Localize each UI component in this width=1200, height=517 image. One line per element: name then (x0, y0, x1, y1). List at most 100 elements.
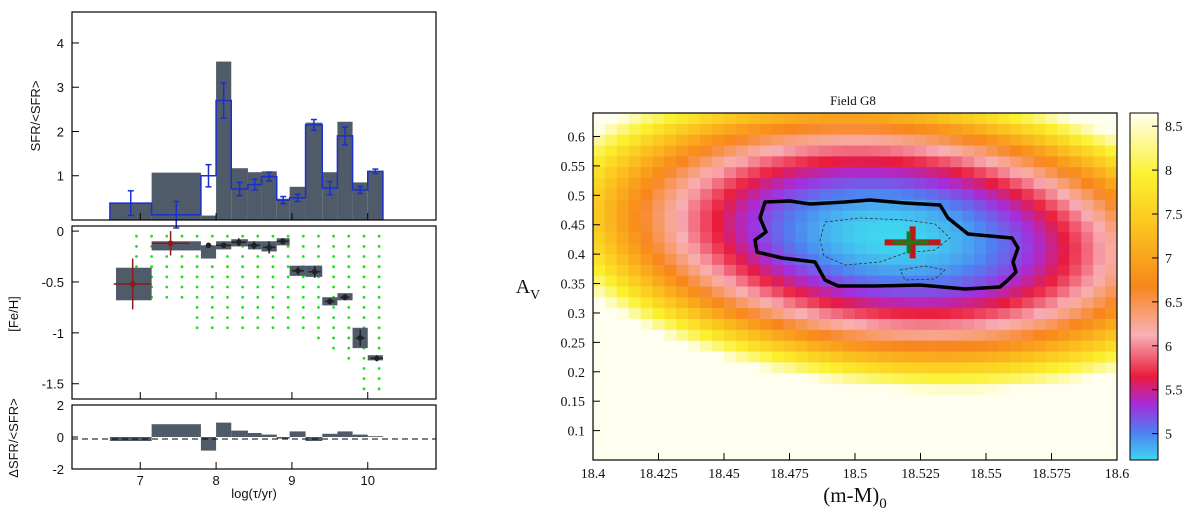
metallicity-grid-dot (286, 255, 290, 258)
metallicity-grid-dot (226, 275, 229, 279)
heatmap-cell (1009, 156, 1023, 168)
heatmap-cell (1105, 232, 1117, 244)
heatmap-cell (1057, 373, 1070, 385)
heatmap-cell (735, 253, 749, 266)
heatmap-cell (890, 113, 904, 125)
heatmap-cell (700, 449, 713, 460)
heatmap-cell (950, 167, 963, 179)
heatmap-cell (807, 308, 820, 320)
heatmap-cell (628, 308, 642, 320)
heatmap-cell (843, 373, 856, 385)
heatmap-cell (974, 275, 987, 288)
heatmap-cell (664, 167, 677, 179)
heatmap-cell (593, 275, 606, 288)
heatmap-cell (926, 188, 939, 201)
heatmap-cell (1093, 297, 1106, 309)
heatmap-cell (735, 286, 749, 298)
metallicity-grid-dot (362, 275, 366, 279)
heatmap-cell (771, 123, 785, 136)
heatmap-cell (747, 394, 761, 407)
heatmap-cell (783, 232, 797, 244)
metallicity-grid-dot (286, 316, 290, 319)
metallicity-grid-dot (271, 295, 275, 299)
heatmap-cell (759, 167, 773, 179)
metallicity-grid-dot (332, 255, 336, 258)
heatmap-cell (1045, 178, 1059, 190)
heatmap-cell (926, 210, 939, 223)
heatmap-cell (974, 145, 987, 157)
heatmap-cell (1045, 297, 1059, 309)
heatmap-cell (1081, 167, 1094, 179)
heatmap-cell (652, 351, 666, 364)
metallicity-grid-dot (226, 255, 229, 258)
heatmap-cell (997, 394, 1011, 407)
heatmap-cell (747, 167, 761, 179)
heatmap-cell (712, 416, 725, 429)
heatmap-cell (1045, 156, 1059, 168)
heatmap-cell (628, 416, 642, 429)
heatmap-cell (664, 123, 677, 136)
heatmap-cell (735, 340, 749, 353)
heatmap-cell (1009, 188, 1023, 201)
heatmap-cell (759, 156, 773, 168)
heatmap-cell (676, 232, 689, 244)
heatmap-cell (735, 145, 749, 157)
heatmap-cell (962, 275, 975, 288)
heatmap-cell (676, 351, 689, 364)
heatmap-cell (700, 297, 713, 309)
heatmap-cell (712, 264, 725, 277)
heatmap-cell (640, 394, 654, 407)
heatmap-cell (843, 210, 856, 223)
heatmap-cell (866, 145, 880, 157)
heatmap-cell (604, 308, 618, 320)
heatmap-cell (1045, 438, 1059, 450)
heatmap-cell (890, 167, 904, 179)
heatmap-cell (1069, 297, 1082, 309)
heatmap-cell (1009, 221, 1023, 233)
heatmap-cell (747, 438, 761, 450)
heatmap-cell (688, 297, 701, 309)
heatmap-cell (759, 416, 773, 429)
heatmap-cell (926, 156, 939, 168)
heatmap-cell (843, 427, 856, 439)
metallicity-grid-dot (377, 377, 381, 381)
heatmap-cell (688, 253, 701, 266)
heatmap-cell (640, 438, 654, 450)
heatmap-cell (1057, 351, 1070, 364)
heatmap-cell (855, 134, 868, 147)
heatmap-cell (593, 416, 606, 429)
heatmap-cell (890, 362, 904, 374)
heatmap-xtick-label: 18.475 (770, 467, 809, 482)
heatmap-cell (926, 427, 939, 439)
heatmap-cell (771, 449, 785, 460)
heatmap-cell (926, 253, 939, 266)
heatmap-cell (890, 188, 904, 201)
heatmap-cell (616, 319, 630, 331)
heatmap-title: Field G8 (830, 93, 876, 108)
heatmap-cell (855, 340, 868, 353)
heatmap-cell (700, 264, 713, 277)
heatmap-cell (652, 340, 666, 353)
metallicity-point (327, 298, 333, 305)
heatmap-cell (1105, 384, 1117, 396)
heatmap-cell (1009, 329, 1023, 342)
metallicity-grid-dot (317, 234, 320, 238)
heatmap-cell (1045, 210, 1059, 223)
heatmap-cell (866, 384, 880, 396)
heatmap-cell (688, 167, 701, 179)
metallicity-grid-dot (180, 234, 184, 238)
metallicity-grid-dot (271, 285, 275, 289)
heatmap-cell (735, 449, 749, 460)
metallicity-grid-dot (226, 306, 229, 309)
heatmap-cell (1069, 340, 1082, 353)
heatmap-cell (593, 329, 606, 342)
heatmap-cell (1009, 427, 1023, 439)
heatmap-cell (831, 362, 844, 374)
heatmap-cell (1069, 275, 1082, 288)
heatmap-cell (986, 167, 999, 179)
heatmap-cell (795, 286, 808, 298)
heatmap-cell (819, 438, 832, 450)
heatmap-cell (1081, 188, 1094, 201)
metallicity-grid-dot (135, 244, 138, 248)
heatmap-cell (676, 362, 689, 374)
